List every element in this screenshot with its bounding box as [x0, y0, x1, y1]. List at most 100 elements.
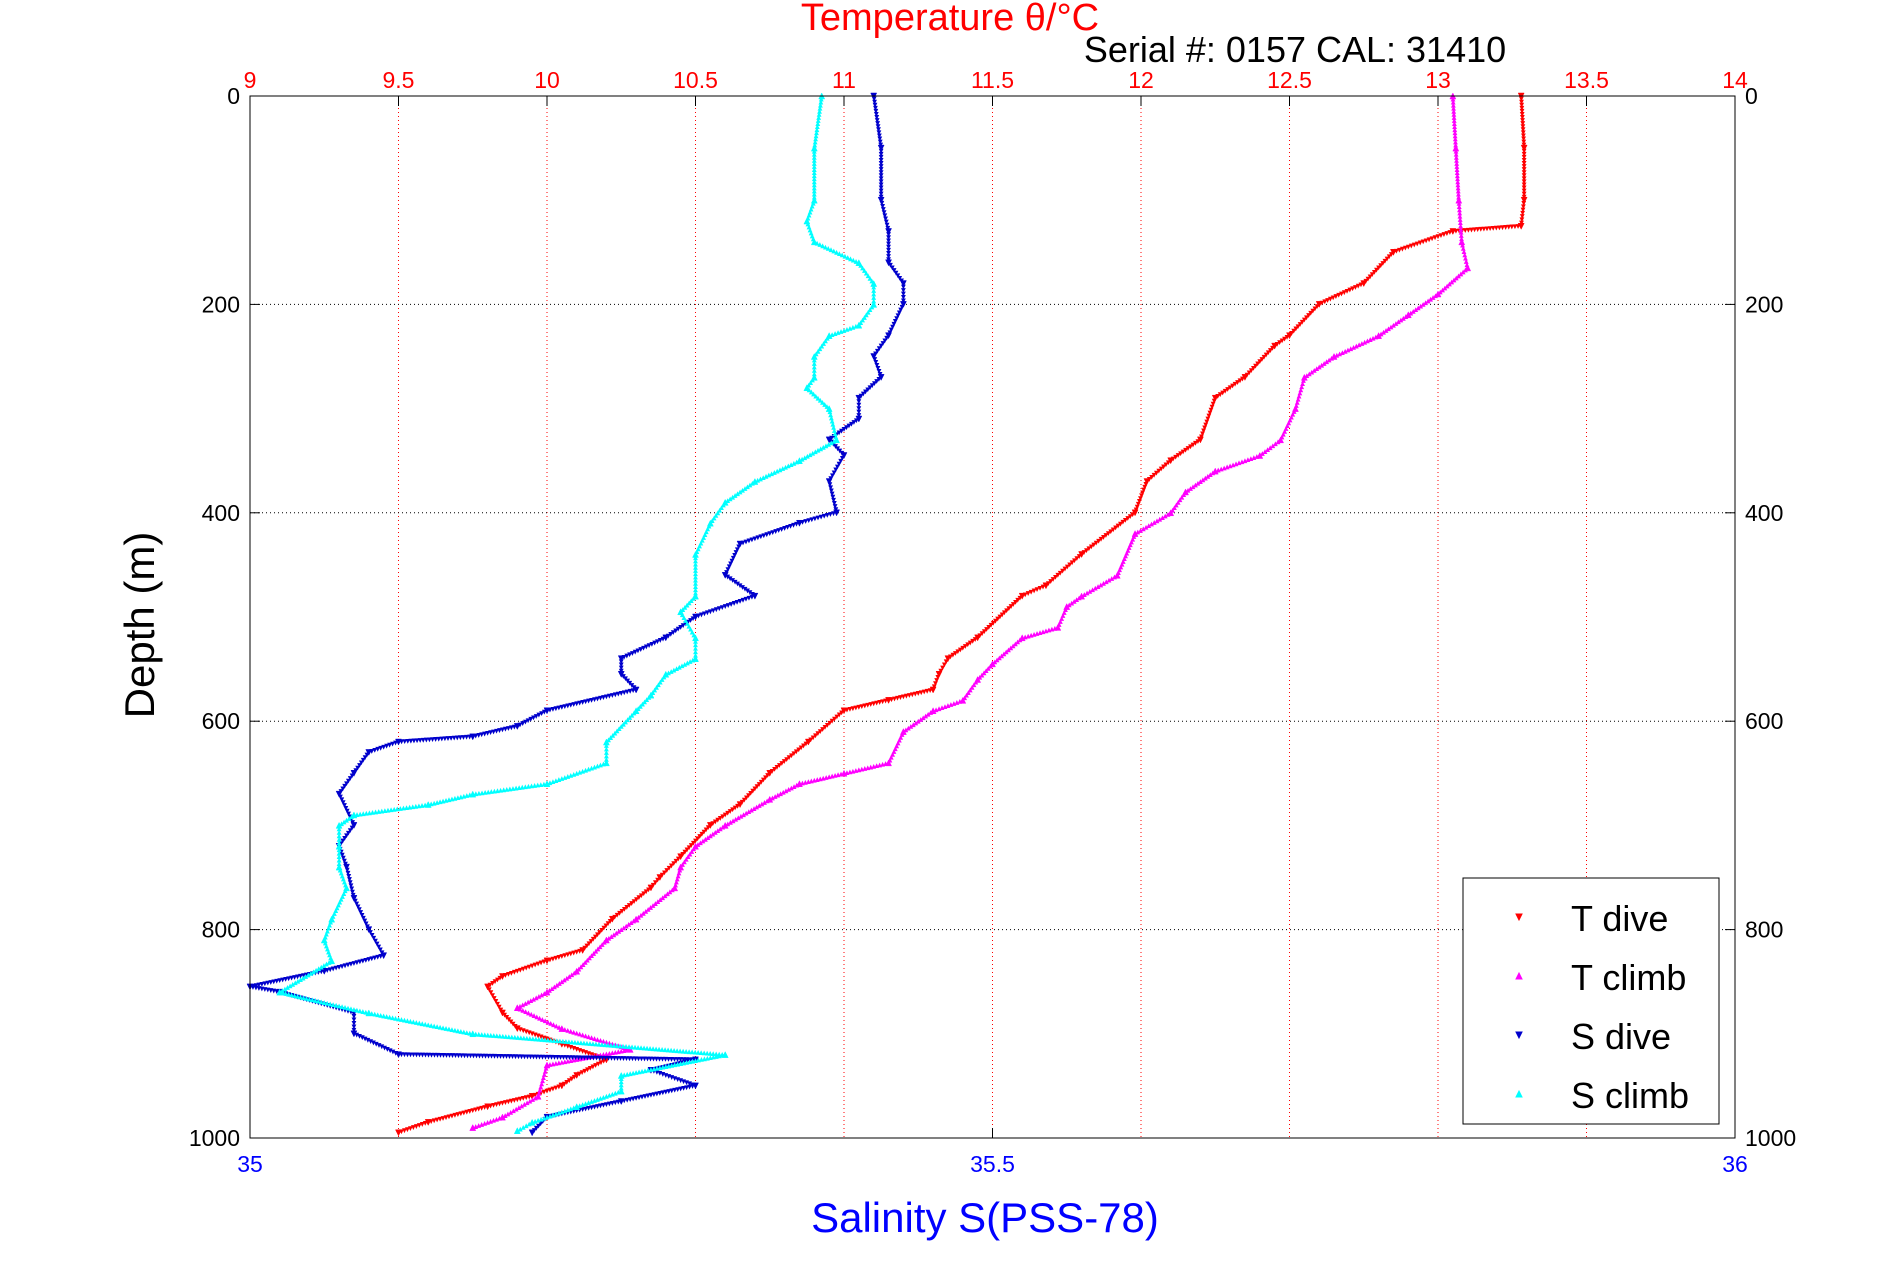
data-point — [351, 1014, 357, 1019]
data-point — [1362, 339, 1368, 345]
data-point — [918, 717, 924, 722]
data-point — [693, 564, 698, 570]
data-point — [1204, 419, 1210, 425]
data-point — [1458, 233, 1464, 238]
data-point — [535, 1117, 541, 1123]
data-point — [878, 173, 884, 179]
data-point — [693, 568, 698, 573]
data-point — [855, 321, 863, 329]
data-point — [1270, 443, 1276, 449]
data-point — [556, 981, 562, 986]
data-point — [1457, 213, 1463, 219]
data-point — [879, 200, 885, 206]
data-point — [710, 1051, 716, 1057]
data-point — [523, 1009, 529, 1015]
data-point — [828, 412, 834, 418]
data-point — [618, 1048, 624, 1054]
data-point — [1456, 204, 1462, 210]
data-point — [1203, 422, 1209, 428]
data-point — [484, 983, 492, 991]
data-point — [662, 1047, 668, 1053]
legend-marker — [1515, 1089, 1523, 1098]
data-point — [496, 1004, 502, 1010]
data-point — [951, 701, 957, 706]
data-point — [637, 703, 643, 709]
data-point — [693, 558, 698, 564]
data-point — [1381, 329, 1386, 335]
data-point — [1311, 367, 1317, 373]
data-point — [832, 504, 838, 509]
data-point — [1053, 575, 1058, 580]
data-point — [335, 790, 343, 798]
data-point — [732, 553, 738, 558]
data-point — [684, 620, 690, 626]
data-point — [876, 130, 882, 136]
data-point — [853, 768, 859, 773]
data-point — [620, 721, 626, 727]
data-point — [538, 1116, 544, 1122]
data-point — [485, 1032, 491, 1038]
data-point — [817, 776, 823, 782]
data-point — [730, 807, 736, 813]
chart-subtitle: Serial #: 0157 CAL: 31410 — [1084, 29, 1506, 70]
data-point — [1239, 459, 1245, 465]
data-point — [1105, 531, 1111, 537]
data-point — [324, 961, 329, 967]
data-point — [566, 1078, 572, 1084]
data-point — [573, 1103, 581, 1110]
data-point — [783, 788, 789, 794]
data-point — [682, 604, 688, 610]
data-point — [1120, 519, 1126, 525]
data-point — [1355, 283, 1361, 289]
data-point — [1162, 513, 1168, 519]
data-point — [1151, 520, 1157, 525]
data-point — [339, 852, 345, 858]
data-point — [813, 136, 819, 142]
data-point — [1521, 157, 1527, 163]
data-point — [636, 895, 642, 901]
data-point — [863, 270, 869, 276]
data-point — [836, 251, 842, 257]
data-point — [957, 699, 963, 704]
data-point — [878, 154, 884, 160]
data-point — [823, 244, 828, 250]
data-point — [1110, 527, 1116, 533]
data-point — [387, 1048, 393, 1054]
data-point — [1452, 124, 1457, 130]
data-point — [413, 803, 419, 809]
data-point — [336, 836, 342, 842]
data-point — [819, 343, 825, 349]
data-point — [394, 806, 400, 812]
data-point — [880, 341, 886, 346]
data-point — [1347, 287, 1353, 293]
data-point — [1458, 229, 1464, 235]
data-point — [880, 207, 886, 212]
data-point — [878, 170, 884, 176]
data-point — [865, 765, 871, 771]
data-point — [788, 785, 794, 791]
data-point — [1048, 579, 1054, 584]
data-point — [1298, 387, 1304, 393]
data-point — [1420, 302, 1426, 307]
data-point — [1050, 577, 1056, 582]
data-point — [373, 938, 378, 944]
data-point — [811, 151, 817, 157]
data-point — [803, 741, 809, 747]
data-point — [672, 1062, 678, 1068]
data-point — [811, 185, 817, 191]
data-point — [548, 1020, 554, 1026]
data-point — [1034, 631, 1040, 636]
data-point — [811, 154, 817, 160]
data-point — [871, 291, 877, 297]
data-point — [693, 574, 698, 580]
data-point — [829, 718, 835, 724]
data-point — [490, 993, 495, 998]
data-point — [693, 555, 698, 561]
data-point — [874, 763, 880, 769]
data-point — [402, 1017, 407, 1023]
data-point — [482, 1121, 488, 1126]
data-series — [246, 92, 1528, 1137]
data-point — [1025, 591, 1031, 596]
data-point — [1098, 582, 1104, 588]
data-point — [810, 377, 815, 383]
